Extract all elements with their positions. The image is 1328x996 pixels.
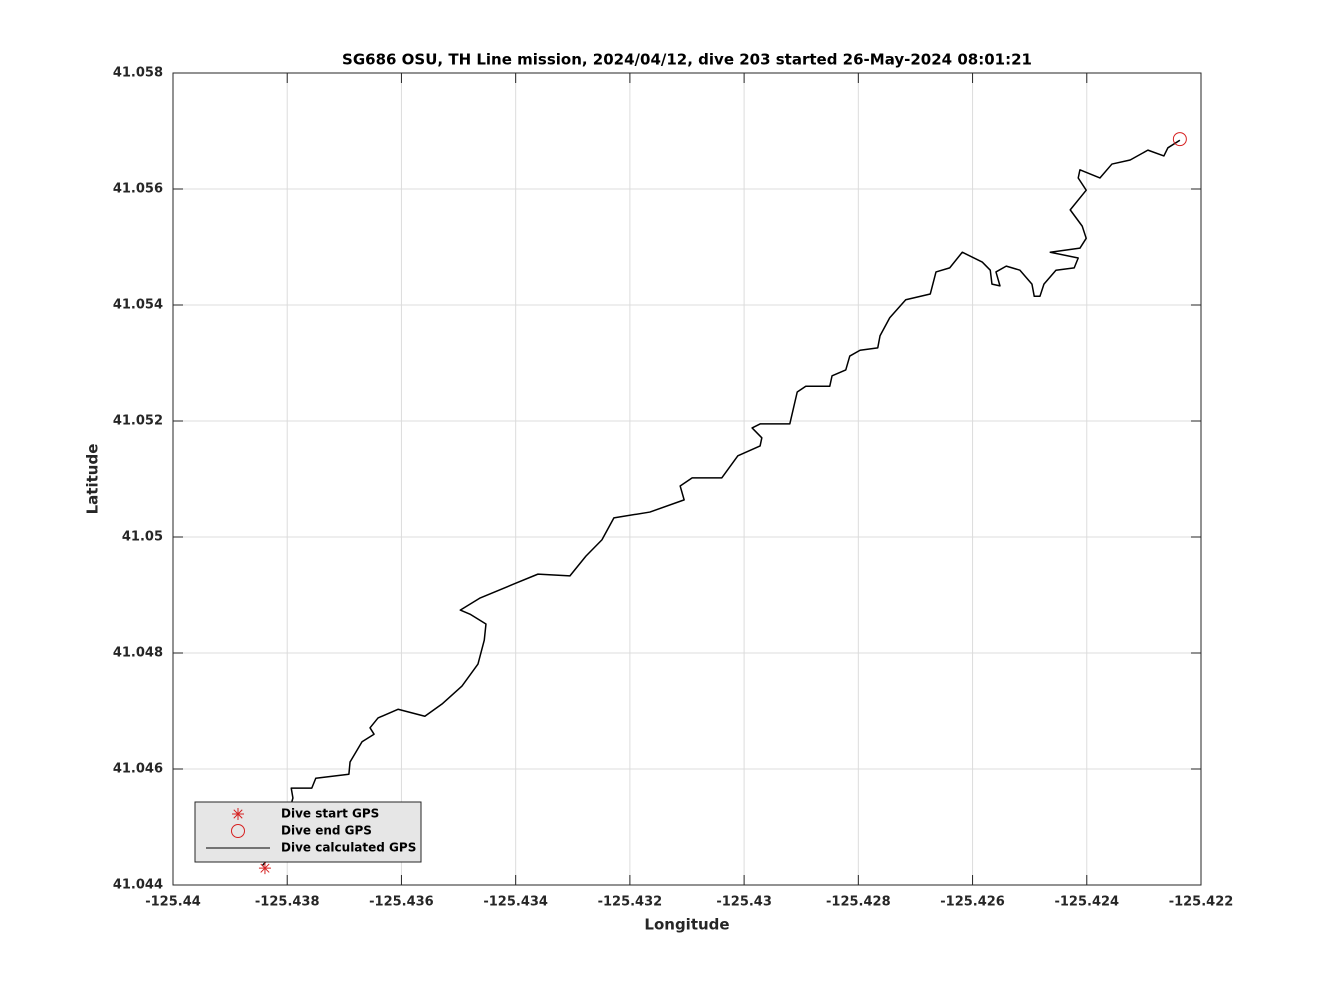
start-marker <box>258 862 271 875</box>
y-tick-label: 41.046 <box>113 762 163 777</box>
x-tick-label: -125.426 <box>940 895 1005 910</box>
x-tick-label: -125.434 <box>483 895 548 910</box>
start-marker <box>232 808 244 820</box>
y-tick-label: 41.056 <box>113 182 163 197</box>
x-axis-label: Longitude <box>644 916 729 934</box>
y-tick-label: 41.05 <box>122 530 163 545</box>
chart-title: SG686 OSU, TH Line mission, 2024/04/12, … <box>342 51 1032 69</box>
x-tick-label: -125.428 <box>826 895 891 910</box>
x-tick-label: -125.438 <box>255 895 320 910</box>
legend-label: Dive calculated GPS <box>281 841 416 855</box>
legend-box <box>194 801 422 863</box>
plot-frame <box>172 72 1202 886</box>
y-tick-label: 41.044 <box>113 878 163 893</box>
x-tick-label: -125.422 <box>1169 895 1234 910</box>
y-tick-label: 41.048 <box>113 646 163 661</box>
legend: Dive start GPS Dive end GPS Dive calculate… <box>194 801 422 863</box>
x-tick-label: -125.44 <box>145 895 201 910</box>
y-tick-label: 41.058 <box>113 66 163 81</box>
track-line <box>261 139 1181 867</box>
end-marker <box>231 824 245 838</box>
end-marker <box>1172 132 1187 147</box>
x-tick-label: -125.43 <box>716 895 772 910</box>
legend-label: Dive end GPS <box>281 824 372 838</box>
x-tick-label: -125.424 <box>1054 895 1119 910</box>
y-tick-label: 41.054 <box>113 298 163 313</box>
y-axis-label: Latitude <box>84 444 102 515</box>
legend-label: Dive start GPS <box>281 807 379 821</box>
x-tick-label: -125.436 <box>369 895 434 910</box>
x-tick-label: -125.432 <box>598 895 663 910</box>
y-tick-label: 41.052 <box>113 414 163 429</box>
